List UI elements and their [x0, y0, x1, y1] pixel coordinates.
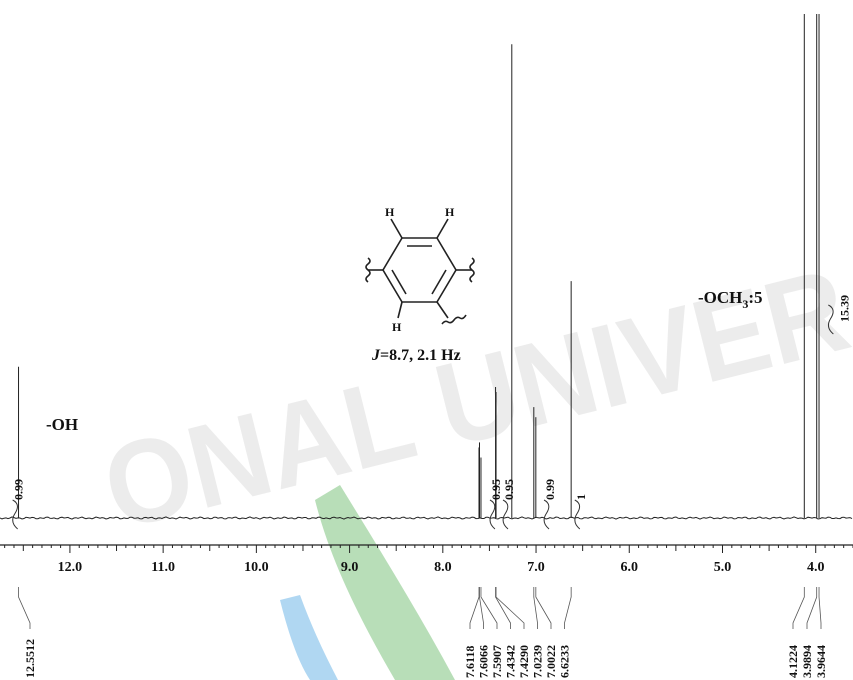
peak-label-connector-2	[479, 587, 484, 629]
x-tick-label-4: 8.0	[434, 560, 452, 575]
integral-curve-1	[489, 499, 496, 530]
structure-h-top-left: H	[385, 205, 395, 219]
peak-label-3: 7.5907	[490, 645, 504, 678]
integral-label-3: 0.99	[543, 479, 557, 500]
peak-label-connector-3	[480, 587, 498, 629]
watermark-swoosh-blue	[280, 595, 338, 680]
peak-label-connector-7	[535, 587, 552, 629]
integral-curve-2	[502, 499, 509, 530]
peak-label-connector-5	[495, 587, 525, 629]
integral-label-2: 0.95	[502, 479, 516, 500]
watermark: ONAL UNIVER	[91, 243, 853, 680]
peak-label-11: 3.9644	[814, 645, 828, 678]
x-tick-label-6: 6.0	[621, 560, 639, 575]
peak-label-9: 4.1224	[786, 645, 800, 678]
structure-h-bottom: H	[392, 320, 402, 334]
x-tick-label-0: 12.0	[58, 560, 83, 575]
peak-label-0: 12.5512	[23, 639, 37, 678]
benzene-structure	[365, 218, 475, 325]
peak-label-connector-9	[792, 587, 805, 629]
ring-double-bond-2	[431, 269, 447, 295]
integral-label-5: 15.39	[837, 295, 851, 322]
integral-label-1: 0.95	[489, 479, 503, 500]
peak-label-6: 7.0239	[531, 645, 545, 678]
x-ticks-group: 12.0 11.0 10.0 9.0 8.0 7.0 6.0 5.0 4.0	[4, 545, 853, 575]
peak-label-connector-11	[818, 587, 822, 629]
integral-label-4: 1	[574, 494, 588, 500]
x-tick-label-3: 9.0	[341, 560, 359, 575]
x-tick-label-5: 7.0	[527, 560, 545, 575]
peak-labels-group: 12.5512 7.6118 7.6066 7.5907 7.4342 7.4290 7.0…	[18, 587, 828, 678]
bond-top-right-h	[436, 218, 449, 239]
bond-top-left-h	[390, 218, 403, 239]
wavy-bond-left	[365, 257, 371, 283]
bond-bottom-h	[397, 301, 403, 319]
oh-annotation: -OH	[46, 415, 78, 434]
ring-double-bond-3	[391, 269, 407, 295]
integrals-group: 0.99 0.95 0.95 0.99 1 15.39	[12, 295, 851, 530]
integral-label-0: 0.99	[12, 479, 26, 500]
benzene-ring	[382, 237, 457, 303]
bond-bottom-right-substituent	[436, 301, 449, 319]
x-axis: 12.0 11.0 10.0 9.0 8.0 7.0 6.0 5.0 4.0	[0, 544, 853, 575]
peak-label-connector-8	[564, 587, 572, 629]
peaks-group	[18, 14, 820, 518]
j-coupling-annotation: J=8.7, 2.1 Hz	[371, 347, 461, 364]
x-tick-label-8: 4.0	[807, 560, 825, 575]
integral-curve-5	[827, 304, 834, 335]
peak-label-connector-6	[533, 587, 538, 629]
peak-label-connector-10	[806, 587, 818, 629]
peak-label-2: 7.6066	[477, 645, 491, 678]
peak-label-connector-4	[495, 587, 511, 629]
peak-label-1: 7.6118	[463, 646, 477, 678]
x-tick-label-1: 11.0	[151, 560, 175, 575]
peak-label-5: 7.4290	[517, 645, 531, 678]
integral-curve-4	[574, 499, 581, 530]
peak-label-7: 7.0022	[544, 645, 558, 678]
peak-label-connector-0	[18, 587, 31, 629]
x-tick-label-2: 10.0	[244, 560, 269, 575]
spectrum-trace	[0, 516, 853, 520]
peak-label-10: 3.9894	[800, 645, 814, 678]
peak-label-8: 6.6233	[558, 645, 572, 678]
wavy-bond-bottom-right	[441, 314, 467, 325]
structure-h-top-right: H	[445, 205, 455, 219]
peak-label-connector-1	[469, 587, 480, 629]
integral-curve-3	[543, 499, 550, 530]
och3-annotation: -OCH3:5	[698, 288, 763, 311]
watermark-swoosh-green	[315, 485, 455, 680]
integral-curve-0	[12, 499, 18, 530]
x-tick-label-7: 5.0	[714, 560, 732, 575]
wavy-bond-right	[469, 257, 475, 283]
peak-label-4: 7.4342	[504, 645, 518, 678]
